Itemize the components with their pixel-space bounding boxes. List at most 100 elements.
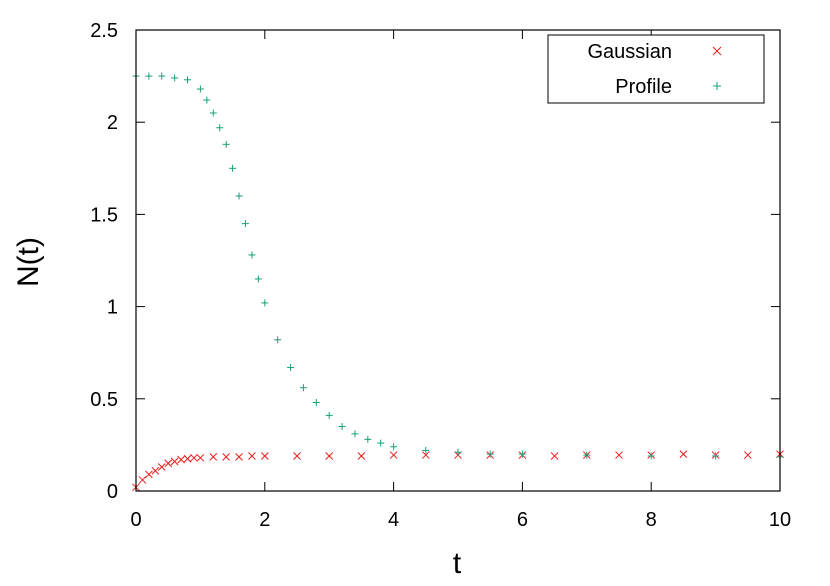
x-tick-label: 2 <box>259 509 270 531</box>
legend-marker-glyph <box>713 82 721 90</box>
y-tick-label: 1.5 <box>90 204 118 226</box>
data-point <box>151 466 160 475</box>
data-point <box>222 453 231 461</box>
data-point <box>287 363 295 371</box>
data-point-stroke <box>222 453 231 461</box>
data-point <box>145 470 153 479</box>
x-tick-label: 0 <box>130 509 141 531</box>
data-point <box>157 463 166 471</box>
data-point <box>241 220 249 228</box>
x-axis-label: t <box>453 547 462 580</box>
data-point-stroke <box>209 453 218 461</box>
x-tick-label: 8 <box>646 509 657 531</box>
data-point <box>138 476 147 484</box>
data-point <box>312 398 320 406</box>
legend: Gaussian Profile <box>547 34 765 104</box>
x-tick-label: 10 <box>769 509 791 531</box>
legend-marker-gaussian <box>712 46 722 56</box>
series-profile <box>132 72 784 461</box>
data-point <box>647 452 655 460</box>
ticks-layer: 0 2 4 6 8 10 0 0.5 1 1.5 2 2.5 <box>90 20 791 531</box>
data-point <box>389 451 398 459</box>
data-point <box>260 452 269 460</box>
data-point <box>145 72 153 80</box>
y-tick-label: 0.5 <box>90 389 118 411</box>
data-point <box>177 455 185 464</box>
data-point <box>364 435 372 443</box>
data-point <box>222 140 230 148</box>
data-point-stroke <box>550 452 559 460</box>
data-point <box>164 459 173 468</box>
data-point-stroke <box>196 453 205 462</box>
data-point <box>486 450 494 458</box>
data-point <box>421 451 430 459</box>
data-point <box>454 448 462 456</box>
data-point-stroke <box>138 476 147 484</box>
data-point <box>325 411 333 419</box>
data-point <box>209 453 218 461</box>
data-point <box>357 452 366 460</box>
data-point <box>254 275 262 283</box>
data-point <box>190 453 198 462</box>
data-point <box>229 164 237 172</box>
data-point <box>235 192 243 200</box>
data-point <box>679 450 688 458</box>
data-point-stroke <box>248 452 256 460</box>
data-point <box>248 452 256 460</box>
legend-marker-glyph <box>712 46 722 56</box>
data-point <box>196 453 205 462</box>
y-axis-label: N(t) <box>12 237 45 287</box>
data-point <box>235 453 243 461</box>
legend-label-profile: Profile <box>615 76 672 98</box>
data-point <box>299 384 307 392</box>
data-point <box>583 451 591 459</box>
data-point-stroke <box>164 459 173 468</box>
legend-box <box>547 34 765 104</box>
y-tick-label: 1 <box>107 297 118 319</box>
data-point-stroke <box>679 450 688 458</box>
data-point-stroke <box>190 453 198 462</box>
legend-marker-profile <box>713 82 721 90</box>
data-point-stroke <box>235 453 243 461</box>
data-point <box>216 124 224 132</box>
data-point <box>158 72 166 80</box>
data-layer <box>132 72 784 492</box>
data-point <box>183 454 192 463</box>
data-point-stroke <box>177 455 185 464</box>
data-point <box>170 457 179 466</box>
data-point <box>209 109 217 117</box>
data-point <box>325 452 334 460</box>
data-point <box>351 430 359 438</box>
data-point-stroke <box>157 463 166 471</box>
data-point <box>171 74 179 82</box>
y-tick-label: 2.5 <box>90 20 118 42</box>
data-point <box>422 446 430 454</box>
data-point-stroke <box>145 470 153 479</box>
data-point <box>550 452 559 460</box>
data-point-stroke <box>615 451 623 459</box>
data-point-stroke <box>170 457 179 466</box>
data-point-stroke <box>421 451 430 459</box>
data-point <box>518 450 526 458</box>
data-point-stroke <box>357 452 366 460</box>
x-tick-label: 4 <box>388 509 399 531</box>
data-point <box>203 96 211 104</box>
data-point <box>377 439 385 447</box>
data-point <box>390 443 398 451</box>
data-point-stroke <box>260 452 269 460</box>
data-point-stroke <box>743 451 752 459</box>
data-point-stroke <box>183 454 192 463</box>
y-tick-label: 2 <box>107 112 118 134</box>
data-point <box>615 451 623 459</box>
data-point <box>196 85 204 93</box>
data-point-stroke <box>151 466 160 475</box>
data-point-stroke <box>389 451 398 459</box>
data-point <box>274 336 282 344</box>
data-point <box>248 251 256 259</box>
legend-marker-glyph-stroke <box>712 46 722 56</box>
data-point <box>261 299 269 307</box>
legend-label-gaussian: Gaussian <box>588 41 673 63</box>
data-point <box>743 451 752 459</box>
